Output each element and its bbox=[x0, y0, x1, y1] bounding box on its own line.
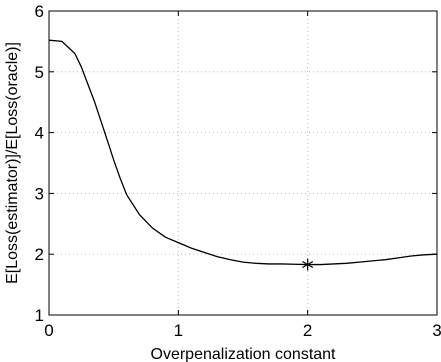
grid-lines bbox=[49, 11, 437, 315]
y-tick-label: 2 bbox=[35, 245, 44, 264]
y-tick-label: 1 bbox=[35, 306, 44, 325]
x-tick-label: 1 bbox=[174, 321, 183, 340]
minimum-marker bbox=[302, 258, 314, 271]
x-axis-label: Overpenalization constant bbox=[151, 346, 337, 362]
x-tick-label: 2 bbox=[303, 321, 312, 340]
y-tick-label: 5 bbox=[35, 63, 44, 82]
y-tick-label: 3 bbox=[35, 184, 44, 203]
y-tick-label: 6 bbox=[35, 2, 44, 21]
x-tick-label: 3 bbox=[432, 321, 441, 340]
y-tick-label: 4 bbox=[35, 124, 44, 143]
plot-frame bbox=[48, 10, 438, 316]
axis-ticks bbox=[48, 10, 438, 316]
marker-stroke bbox=[302, 261, 314, 269]
series-line bbox=[48, 39, 438, 266]
y-axis-label: E[Loss(estimator)]/E[Loss(oracle)] bbox=[4, 42, 21, 284]
x-tick-label: 0 bbox=[44, 321, 53, 340]
